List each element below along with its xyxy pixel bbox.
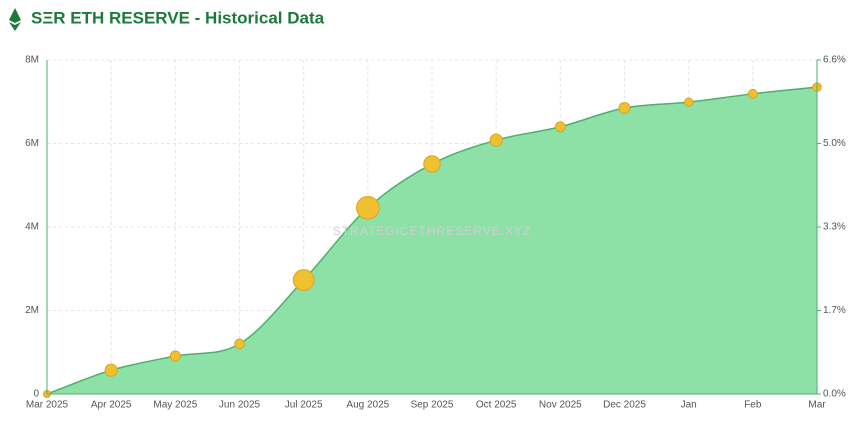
y2-tick-label: 5.0%	[823, 138, 846, 149]
x-tick-label: Jan	[681, 400, 697, 411]
x-tick-label: Sep 2025	[411, 400, 454, 411]
y2-tick-label: 6.6%	[823, 55, 846, 66]
data-point	[169, 350, 181, 362]
data-point	[234, 338, 245, 350]
y-tick-label: 4M	[25, 222, 39, 233]
y-tick-label: 6M	[25, 138, 39, 149]
y-tick-label: 2M	[25, 305, 39, 316]
chart-title: SΞR ETH RESERVE - Historical Data	[31, 8, 325, 27]
x-tick-label: Jul 2025	[285, 400, 323, 411]
x-tick-label: Oct 2025	[476, 400, 517, 411]
x-tick-label: May 2025	[153, 400, 197, 411]
data-point	[684, 97, 694, 107]
y2-tick-label: 0.0%	[823, 389, 846, 400]
area	[47, 87, 817, 394]
y-tick-label: 8M	[25, 55, 39, 66]
x-tick-label: Mar 2025	[26, 400, 69, 411]
data-point	[356, 196, 380, 220]
x-tick-label: Feb	[744, 400, 762, 411]
x-tick-label: Mar	[808, 400, 826, 411]
x-tick-label: Aug 2025	[346, 400, 389, 411]
data-point	[618, 101, 631, 115]
y2-tick-label: 1.7%	[823, 305, 846, 316]
data-point	[104, 363, 118, 377]
data-point	[489, 133, 503, 147]
x-tick-label: Dec 2025	[603, 400, 646, 411]
watermark: STRATEGICETHRESERVE.XYZ	[333, 224, 532, 238]
x-tick-label: Apr 2025	[91, 400, 132, 411]
eth-icon	[9, 8, 21, 31]
x-tick-label: Nov 2025	[539, 400, 582, 411]
y2-tick-label: 3.3%	[823, 222, 846, 233]
y-tick-label: 0	[33, 389, 39, 400]
data-point	[423, 155, 441, 173]
data-point	[554, 121, 566, 133]
data-point	[292, 269, 315, 291]
data-point	[747, 88, 758, 99]
x-tick-label: Jun 2025	[219, 400, 261, 411]
